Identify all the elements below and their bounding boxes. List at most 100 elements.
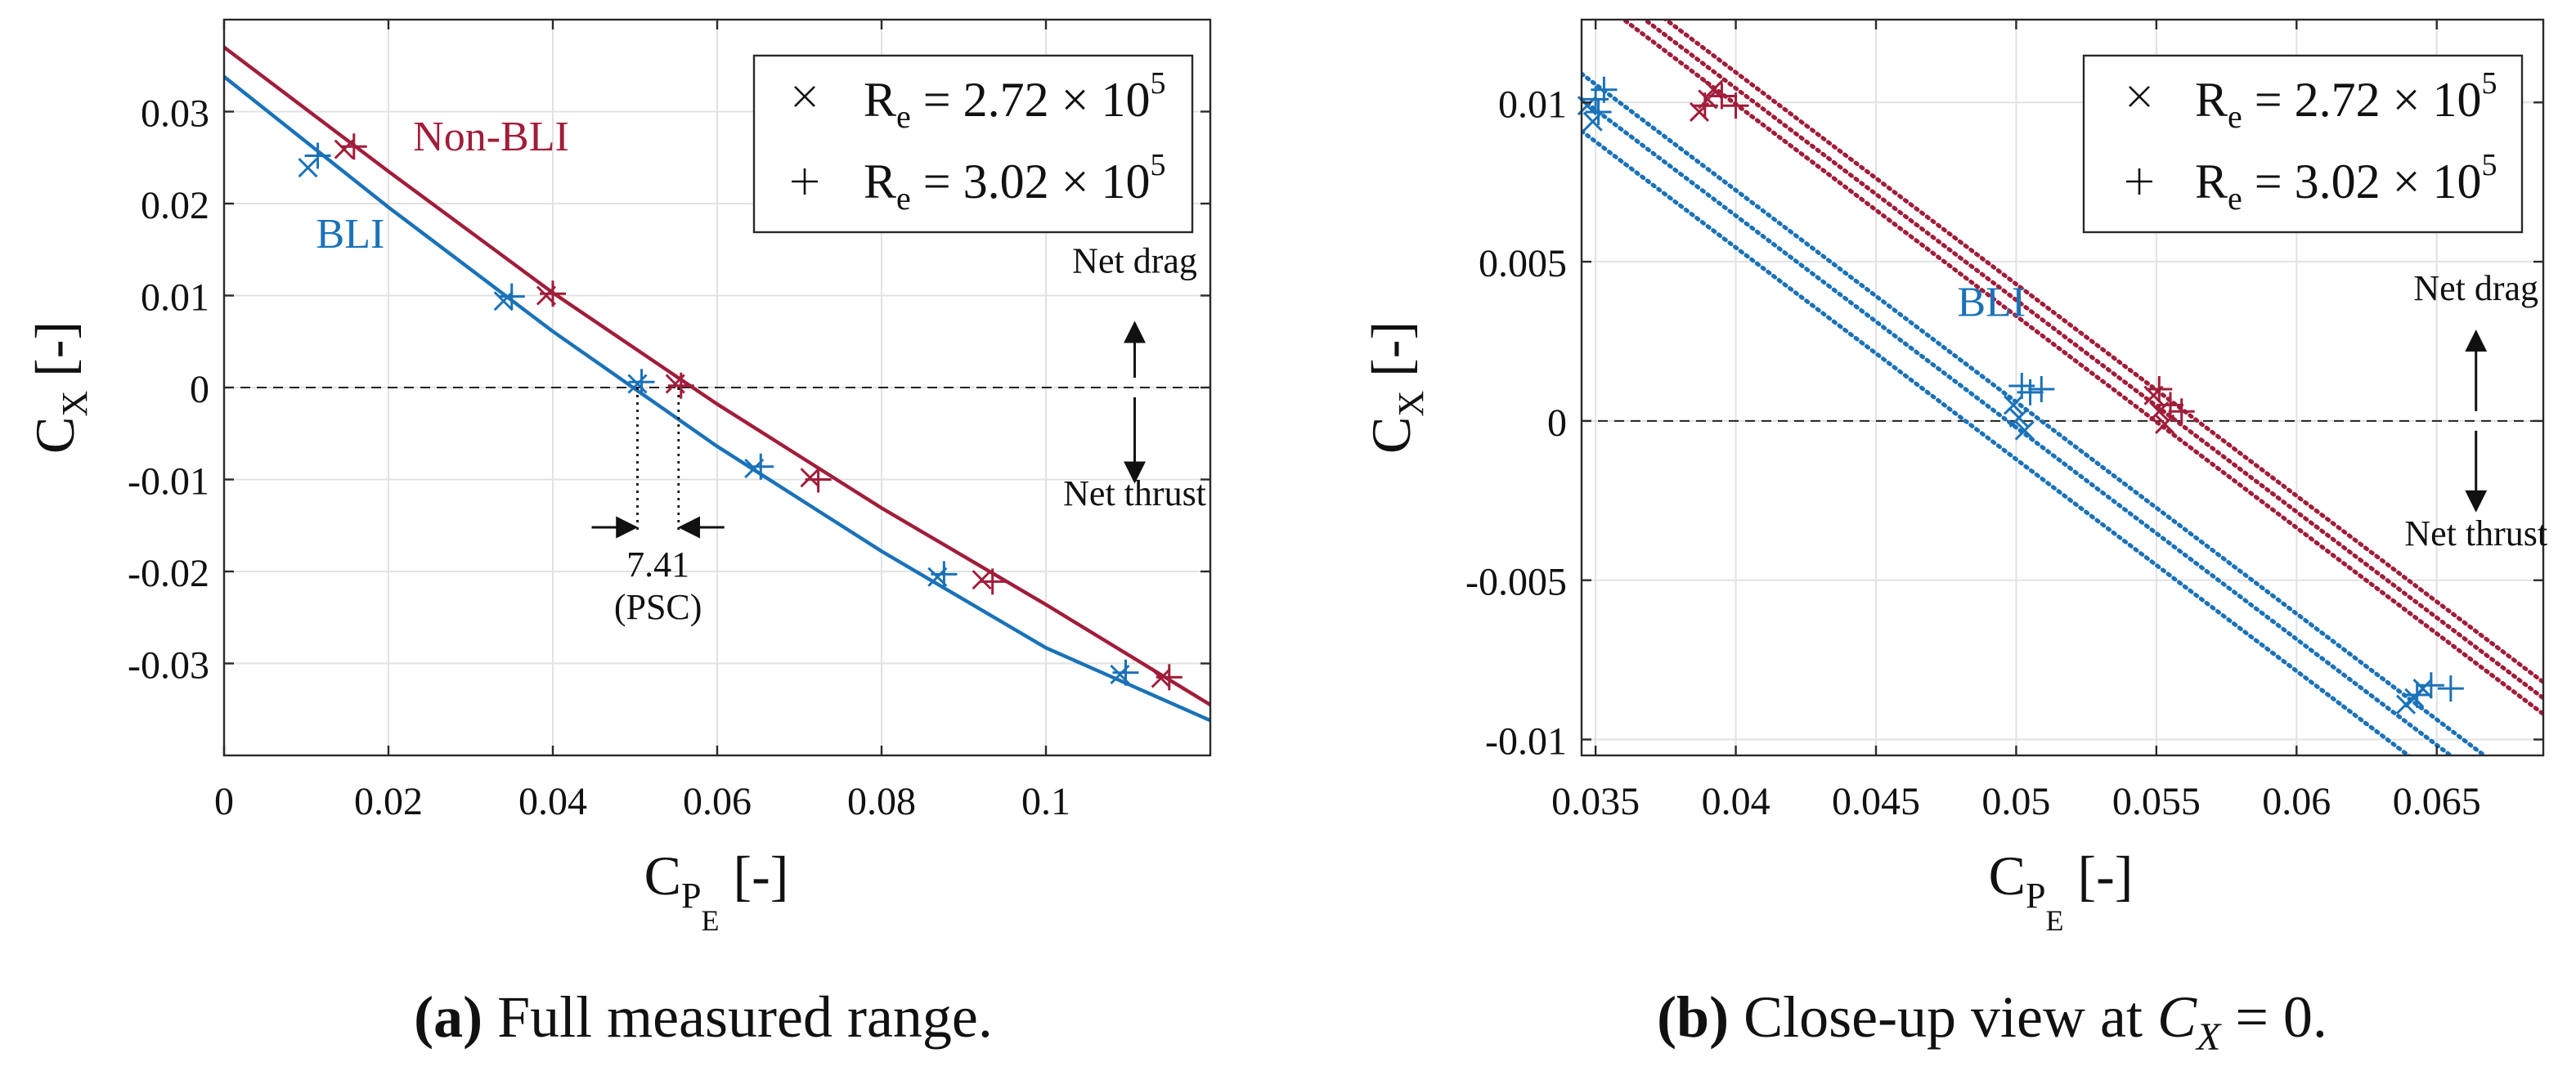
marker-stroke <box>2008 407 2029 428</box>
x-tick-label: 0.02 <box>354 780 423 823</box>
panel-a-caption: (a) Full measured range. <box>414 984 993 1050</box>
y-tick-label: 0 <box>1547 401 1567 445</box>
legend-box <box>752 54 1194 234</box>
bli-series-label: BLI <box>1957 279 2026 325</box>
non-bli-point-plus <box>979 568 1006 595</box>
bli-point-plus <box>304 142 331 169</box>
non-bli-point-plus <box>1156 664 1183 691</box>
non-bli-point-x <box>2155 414 2175 434</box>
panel-a-y-axis-label: CX [-] <box>24 321 95 454</box>
y-tick-label: -0.03 <box>128 644 209 688</box>
legend-marker-plus <box>2126 168 2152 195</box>
panel-b-axes-box <box>1580 18 2545 757</box>
marker-stroke <box>627 374 648 394</box>
non-bli-fit-line <box>1620 20 2543 716</box>
y-tick-label: -0.02 <box>128 552 209 595</box>
marker-stroke <box>493 291 514 311</box>
legend-marker-x <box>2129 86 2150 107</box>
panel-b: 0.035 0.04 0.045 0.05 0.055 0.06 0.065 -0.01 -0.… <box>1360 18 2547 1059</box>
y-tick-label: -0.005 <box>1465 561 1567 604</box>
legend-entry-2: Re = 3.02 × 105 <box>864 148 1165 217</box>
non-bli-point-plus <box>2146 375 2173 402</box>
bli-point-plus <box>747 453 774 480</box>
non-bli-point-plus <box>805 466 832 493</box>
bli-point-plus <box>2403 681 2430 708</box>
y-tick-label: 0.01 <box>1498 83 1567 126</box>
legend-entry-1: Re = 2.72 × 105 <box>2195 66 2497 135</box>
x-tick-label: 0.1 <box>1021 780 1070 823</box>
panel-a: 0 0.02 0.04 0.06 0.08 0.1 -0.03 -0.02 -0.01 0 0.01… <box>24 18 1212 1050</box>
bli-point-x <box>627 374 648 394</box>
non-bli-point-plus <box>667 372 694 399</box>
non-bli-point-plus <box>1708 83 1735 110</box>
bli-point-plus <box>2417 672 2444 699</box>
non-bli-point-plus <box>2157 392 2183 419</box>
psc-label: (PSC) <box>614 587 702 627</box>
panel-b-fit-lines <box>1582 20 2543 755</box>
panel-b-y-axis-label: CX [-] <box>1360 321 1431 454</box>
net-thrust-label: Net thrust <box>2404 513 2547 553</box>
y-tick-label: -0.01 <box>1485 720 1567 764</box>
legend-box <box>2082 54 2524 234</box>
y-tick-label: 0.02 <box>141 184 209 227</box>
bli-fit-line <box>1582 128 2412 755</box>
marker-stroke <box>2014 420 2035 441</box>
bli-fit-line <box>224 75 1210 723</box>
marker-stroke <box>2003 395 2024 415</box>
y-tick-label: 0.03 <box>141 92 209 136</box>
net-thrust-label: Net thrust <box>1063 473 1206 513</box>
panel-b-legend: Re = 2.72 × 105 Re = 3.02 × 105 <box>2082 54 2524 234</box>
bli-point-plus <box>628 369 655 396</box>
panel-a-ticks: 0 0.02 0.04 0.06 0.08 0.1 -0.03 -0.02 -0.01 0 0.01… <box>128 20 1210 823</box>
non-bli-point-x <box>972 570 992 590</box>
y-tick-label: 0 <box>190 368 209 411</box>
bli-point-x <box>2003 395 2024 415</box>
non-bli-point-plus <box>1722 92 1749 119</box>
non-bli-fit-line <box>224 46 1210 706</box>
non-bli-point-x <box>800 468 820 488</box>
x-tick-label: 0.06 <box>683 780 752 823</box>
bli-fit-line <box>1582 96 2454 755</box>
panel-b-x-axis-label: CPE [-] <box>1989 845 2134 937</box>
non-bli-point-x <box>334 139 354 159</box>
marker-stroke <box>972 570 992 590</box>
panel-b-ticks: 0.035 0.04 0.045 0.05 0.055 0.06 0.065 -0.01 -0.… <box>1465 20 2543 823</box>
marker-stroke <box>2155 414 2175 434</box>
bli-point-x <box>2395 694 2417 715</box>
panel-a-fit-lines <box>224 46 1210 723</box>
bli-point-plus <box>931 561 958 588</box>
bli-point-plus <box>498 283 525 310</box>
marker-stroke <box>298 158 318 178</box>
psc-value-label: 7.41 <box>626 544 689 585</box>
x-tick-label: 0.06 <box>2262 780 2331 823</box>
x-tick-label: 0.035 <box>1551 780 1640 823</box>
legend-entry-1: Re = 2.72 × 105 <box>864 66 1165 135</box>
legend-marker-x <box>794 86 815 107</box>
bli-point-x <box>2008 407 2029 428</box>
y-tick-label: 0.01 <box>141 276 209 320</box>
y-tick-label: 0.005 <box>1479 242 1567 285</box>
legend-marker-plus <box>792 168 818 195</box>
panel-b-data-points <box>1577 76 2464 715</box>
non-bli-point-plus <box>2168 398 2195 425</box>
marker-stroke <box>800 468 820 488</box>
y-tick-label: -0.01 <box>128 460 209 504</box>
bli-point-plus <box>2017 379 2044 406</box>
x-tick-label: 0.065 <box>2393 780 2481 823</box>
x-tick-label: 0.08 <box>847 780 916 823</box>
x-tick-label: 0.04 <box>518 780 587 823</box>
bli-point-plus <box>2437 675 2464 702</box>
bli-point-plus <box>1112 659 1139 686</box>
non-bli-point-plus <box>1691 92 1718 119</box>
bli-point-plus <box>1585 98 1612 125</box>
bli-point-x <box>298 158 318 178</box>
x-tick-label: 0.04 <box>1702 780 1770 823</box>
marker-stroke <box>1703 79 1724 100</box>
x-tick-label: 0.045 <box>1832 780 1920 823</box>
legend-entry-2: Re = 3.02 × 105 <box>2195 148 2497 217</box>
panel-b-caption: (b) Close-up view at CX = 0. <box>1657 984 2327 1059</box>
bli-point-x <box>2014 420 2035 441</box>
bli-point-x <box>493 291 514 311</box>
x-tick-label: 0.05 <box>1981 780 2050 823</box>
